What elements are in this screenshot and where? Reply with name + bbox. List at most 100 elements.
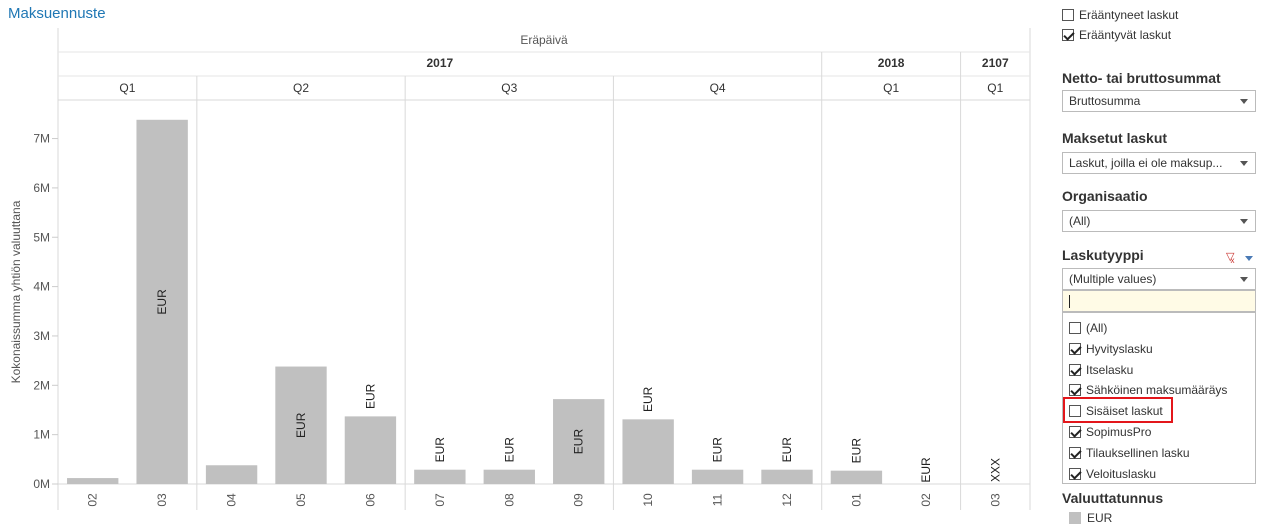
checkbox-icon[interactable] <box>1069 446 1081 459</box>
y-axis-label: Kokonaissumma yhtiön valuuttana <box>9 200 23 383</box>
x-tick-label: 07 <box>433 493 447 507</box>
bar <box>761 469 813 484</box>
legend-label: EUR <box>1087 511 1113 525</box>
x-tick-label: 05 <box>294 493 308 507</box>
checkbox-icon[interactable] <box>1069 363 1081 376</box>
y-tick-label: 3M <box>33 329 50 343</box>
bar <box>205 465 258 484</box>
bar-label: EUR <box>155 289 169 315</box>
checkbox-icon[interactable] <box>1069 467 1081 480</box>
x-tick-label: 01 <box>849 493 863 507</box>
y-tick-label: 7M <box>33 132 50 146</box>
netto-title: Netto- tai bruttosummat <box>1062 70 1221 86</box>
laskutyyppi-option[interactable]: Hyvityslasku <box>1069 340 1153 358</box>
bar <box>344 416 397 484</box>
quarter-label: Q2 <box>293 81 309 95</box>
bar-label: EUR <box>363 383 377 409</box>
y-tick-label: 0M <box>33 477 50 491</box>
maksetut-dropdown[interactable]: Laskut, joilla ei ole maksup... <box>1062 152 1256 174</box>
chevron-down-icon[interactable] <box>1240 277 1248 282</box>
quarter-label: Q3 <box>501 81 517 95</box>
text-cursor <box>1069 295 1070 308</box>
chevron-down-icon[interactable] <box>1240 161 1248 166</box>
filter-panel: Erääntyneet laskut Erääntyvät laskut Net… <box>1062 0 1260 528</box>
bar <box>553 399 605 484</box>
checkbox-icon[interactable] <box>1062 9 1074 21</box>
organisaatio-dropdown[interactable]: (All) <box>1062 210 1256 232</box>
laskutyyppi-option[interactable]: SopimusPro <box>1069 423 1151 441</box>
checkbox-icon[interactable] <box>1069 384 1081 397</box>
laskutyyppi-search-input[interactable] <box>1062 290 1256 312</box>
checkbox-label: Erääntyneet laskut <box>1079 8 1179 22</box>
laskutyyppi-option[interactable]: Sähköinen maksumääräys <box>1069 381 1227 399</box>
x-tick-label: 11 <box>711 493 725 506</box>
dropdown-value: (Multiple values) <box>1069 272 1157 286</box>
option-label: SopimusPro <box>1086 425 1152 439</box>
laskutyyppi-option[interactable]: Sisäiset laskut <box>1069 402 1163 420</box>
quarter-label: Q4 <box>710 81 726 95</box>
laskutyyppi-option[interactable]: Veloituslasku <box>1069 465 1156 483</box>
bar-chart: Q1 Q2 Q3 Q4 Q1 Q1 2017 2018 2107 Eräpäivä 0M 1M 2M 3M… <box>9 28 1031 510</box>
bar <box>275 366 327 484</box>
bar <box>483 469 535 484</box>
x-tick-label: 03 <box>155 493 169 507</box>
checkbox-icon[interactable] <box>1069 322 1081 334</box>
laskutyyppi-title: Laskutyyppi <box>1062 247 1144 263</box>
y-tick-label: 5M <box>33 230 50 244</box>
bar <box>414 469 466 484</box>
year-label: 2107 <box>982 56 1009 70</box>
laskutyyppi-option[interactable]: Tilauksellinen lasku <box>1069 444 1190 462</box>
filter-due-checkbox[interactable]: Erääntyvät laskut <box>1062 26 1171 44</box>
y-tick-label: 6M <box>33 181 50 195</box>
option-label: Itselasku <box>1086 362 1134 377</box>
bar <box>691 469 744 484</box>
valuutta-title: Valuuttatunnus <box>1062 490 1164 506</box>
netto-dropdown[interactable]: Bruttosumma <box>1062 90 1256 112</box>
laskutyyppi-option[interactable]: (All) <box>1069 319 1107 337</box>
bar <box>67 478 119 484</box>
option-label: Veloituslasku <box>1086 466 1157 481</box>
dropdown-value: (All) <box>1069 214 1091 228</box>
bar <box>622 419 674 484</box>
y-tick-label: 2M <box>33 378 50 392</box>
option-label: Sähköinen maksumääräys <box>1086 383 1228 398</box>
laskutyyppi-option[interactable]: Itselasku <box>1069 361 1133 379</box>
x-tick-label: 10 <box>641 493 655 507</box>
filter-overdue-checkbox[interactable]: Erääntyneet laskut <box>1062 6 1178 24</box>
chevron-down-icon[interactable] <box>1240 99 1248 104</box>
bar <box>830 470 883 484</box>
bar-label: EUR <box>849 438 863 464</box>
checkbox-icon[interactable] <box>1062 29 1074 41</box>
maksetut-title: Maksetut laskut <box>1062 130 1168 146</box>
x-tick-label: 04 <box>225 493 239 507</box>
bar-label: XXX <box>988 458 1002 482</box>
quarter-label: Q1 <box>883 81 899 95</box>
page-title: Maksuennuste <box>8 5 106 22</box>
menu-caret-icon[interactable] <box>1245 256 1253 261</box>
bar-label: EUR <box>711 437 725 463</box>
highlight-box <box>1063 397 1173 423</box>
bar-label: EUR <box>433 437 447 463</box>
bar-label: EUR <box>294 412 308 438</box>
option-label: (All) <box>1086 321 1108 335</box>
x-tick-label: 08 <box>502 493 516 507</box>
bar-label: EUR <box>502 437 516 463</box>
laskutyyppi-dropdown[interactable]: (Multiple values) <box>1062 268 1256 290</box>
x-tick-label: 02 <box>86 493 100 507</box>
option-label: Sisäiset laskut <box>1086 404 1163 419</box>
quarter-label: Q1 <box>987 81 1003 95</box>
checkbox-icon[interactable] <box>1069 426 1081 438</box>
y-tick-label: 4M <box>33 280 50 294</box>
dropdown-value: Laskut, joilla ei ole maksup... <box>1069 156 1223 170</box>
clear-filter-icon[interactable]: ▽x <box>1226 251 1235 265</box>
checkbox-label: Erääntyvät laskut <box>1079 28 1172 42</box>
option-label: Hyvityslasku <box>1086 341 1153 356</box>
bar-label: EUR <box>780 437 794 463</box>
checkbox-icon[interactable] <box>1069 342 1081 355</box>
checkbox-icon[interactable] <box>1069 405 1081 418</box>
bar-label: EUR <box>919 457 933 483</box>
x-tick-label: 03 <box>988 493 1002 507</box>
year-label: 2017 <box>427 56 454 70</box>
chevron-down-icon[interactable] <box>1240 219 1248 224</box>
bar <box>136 119 188 484</box>
